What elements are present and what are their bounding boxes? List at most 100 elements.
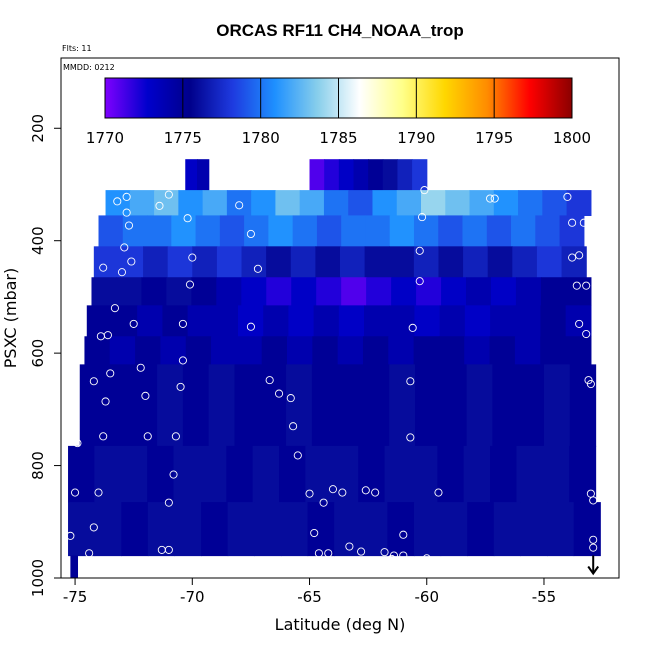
heatmap-cell (216, 277, 242, 306)
heatmap-cell (396, 190, 422, 217)
heatmap-cell (292, 215, 318, 247)
heatmap-cell (382, 159, 399, 191)
heatmap-cell (187, 305, 214, 337)
heatmap-cell (368, 159, 384, 191)
data-points (66, 186, 598, 563)
heatmap-cell (384, 445, 412, 503)
data-point (94, 488, 103, 497)
heatmap-cell (191, 277, 217, 306)
data-point (319, 498, 328, 507)
heatmap-cell (324, 159, 340, 191)
heatmap-cell (565, 277, 592, 306)
data-point (124, 221, 134, 230)
heatmap-cell (511, 215, 536, 247)
data-point (568, 218, 577, 227)
heatmap-cell (312, 336, 339, 365)
data-point (310, 528, 319, 538)
data-point (563, 192, 572, 201)
heatmap-cell (569, 445, 597, 503)
heatmap-cell (493, 190, 519, 217)
heatmap-cell (337, 336, 364, 365)
data-point (357, 547, 366, 556)
heatmap-cell (542, 190, 568, 217)
heatmap-cell (536, 246, 563, 278)
heatmap-cell (547, 502, 575, 557)
data-point (406, 377, 415, 386)
heatmap-cell (410, 445, 438, 503)
heatmap-cell (366, 277, 392, 306)
heatmap-cell (309, 159, 325, 191)
data-point (586, 380, 595, 389)
heatmap-cell (341, 215, 367, 247)
colorbar-tick-label: 1780 (242, 129, 280, 147)
heatmap-cell (241, 246, 267, 278)
heatmap-cell (440, 364, 468, 447)
heatmap-cell (487, 246, 513, 278)
heatmap-cell (438, 336, 465, 365)
data-point (568, 253, 577, 262)
heatmap-cell (162, 305, 189, 337)
heatmap-cell (211, 336, 237, 365)
data-point (101, 397, 110, 406)
data-point (328, 485, 338, 494)
heatmap-cell (334, 502, 362, 557)
data-point (89, 377, 98, 386)
heatmap-cell (569, 364, 597, 447)
heatmap-cell (439, 305, 466, 337)
data-point (575, 319, 584, 328)
heatmap-cell (236, 336, 263, 365)
heatmap-cell (365, 215, 391, 247)
heatmap-cell (389, 305, 416, 337)
heatmap-cell (543, 364, 571, 447)
data-point (129, 319, 138, 328)
heatmap-cell (118, 246, 144, 278)
heatmap-cell (147, 502, 176, 557)
data-point (178, 356, 187, 365)
data-point (171, 432, 180, 441)
heatmap-cell (348, 190, 374, 217)
chart-title: ORCAS RF11 CH4_NOAA_trop (216, 21, 464, 40)
heatmap-cell (515, 277, 542, 306)
heatmap-cell (173, 445, 201, 503)
data-point (575, 251, 584, 260)
data-point (103, 331, 112, 340)
heatmap-cell (280, 502, 309, 557)
heatmap-cell (486, 215, 512, 247)
heatmap-cell (226, 190, 252, 217)
heatmap-cell (463, 445, 491, 503)
data-point (164, 545, 173, 554)
heatmap-cell (121, 502, 149, 557)
colorbar-tick-label: 1770 (86, 129, 124, 147)
heatmap-cell (131, 364, 158, 447)
data-point (274, 389, 284, 398)
heatmap-cell (157, 364, 184, 447)
heatmap-cell (413, 502, 442, 557)
data-point (345, 542, 354, 551)
data-point (155, 201, 164, 210)
heatmap-cell (414, 305, 441, 337)
arrow-down-icon (587, 555, 600, 576)
heatmap-cell (490, 305, 516, 337)
heatmap-cell (514, 336, 541, 365)
heatmap-cell (305, 445, 333, 503)
heatmap-cell (313, 305, 340, 337)
heatmap-cell (185, 159, 198, 191)
heatmap-cell (195, 215, 221, 247)
heatmap-cell (441, 277, 467, 306)
heatmap-cell (171, 215, 197, 247)
heatmap-cell (338, 159, 355, 191)
flights-label: Flts: 11 (62, 44, 92, 53)
heatmap-cell (372, 190, 398, 217)
heatmap-cell (268, 215, 294, 247)
y-tick-label: 200 (29, 114, 47, 143)
heatmap-cell (307, 502, 335, 557)
heatmap-cell (518, 364, 545, 447)
heatmap-cell (353, 159, 369, 191)
heatmap-cell (227, 502, 255, 557)
data-point (73, 439, 82, 448)
heatmap-cell (241, 277, 267, 306)
heatmap-cell (192, 246, 218, 278)
heatmap-cell (565, 336, 592, 365)
heatmap-cell (212, 305, 239, 337)
heatmap-cell (415, 364, 442, 447)
